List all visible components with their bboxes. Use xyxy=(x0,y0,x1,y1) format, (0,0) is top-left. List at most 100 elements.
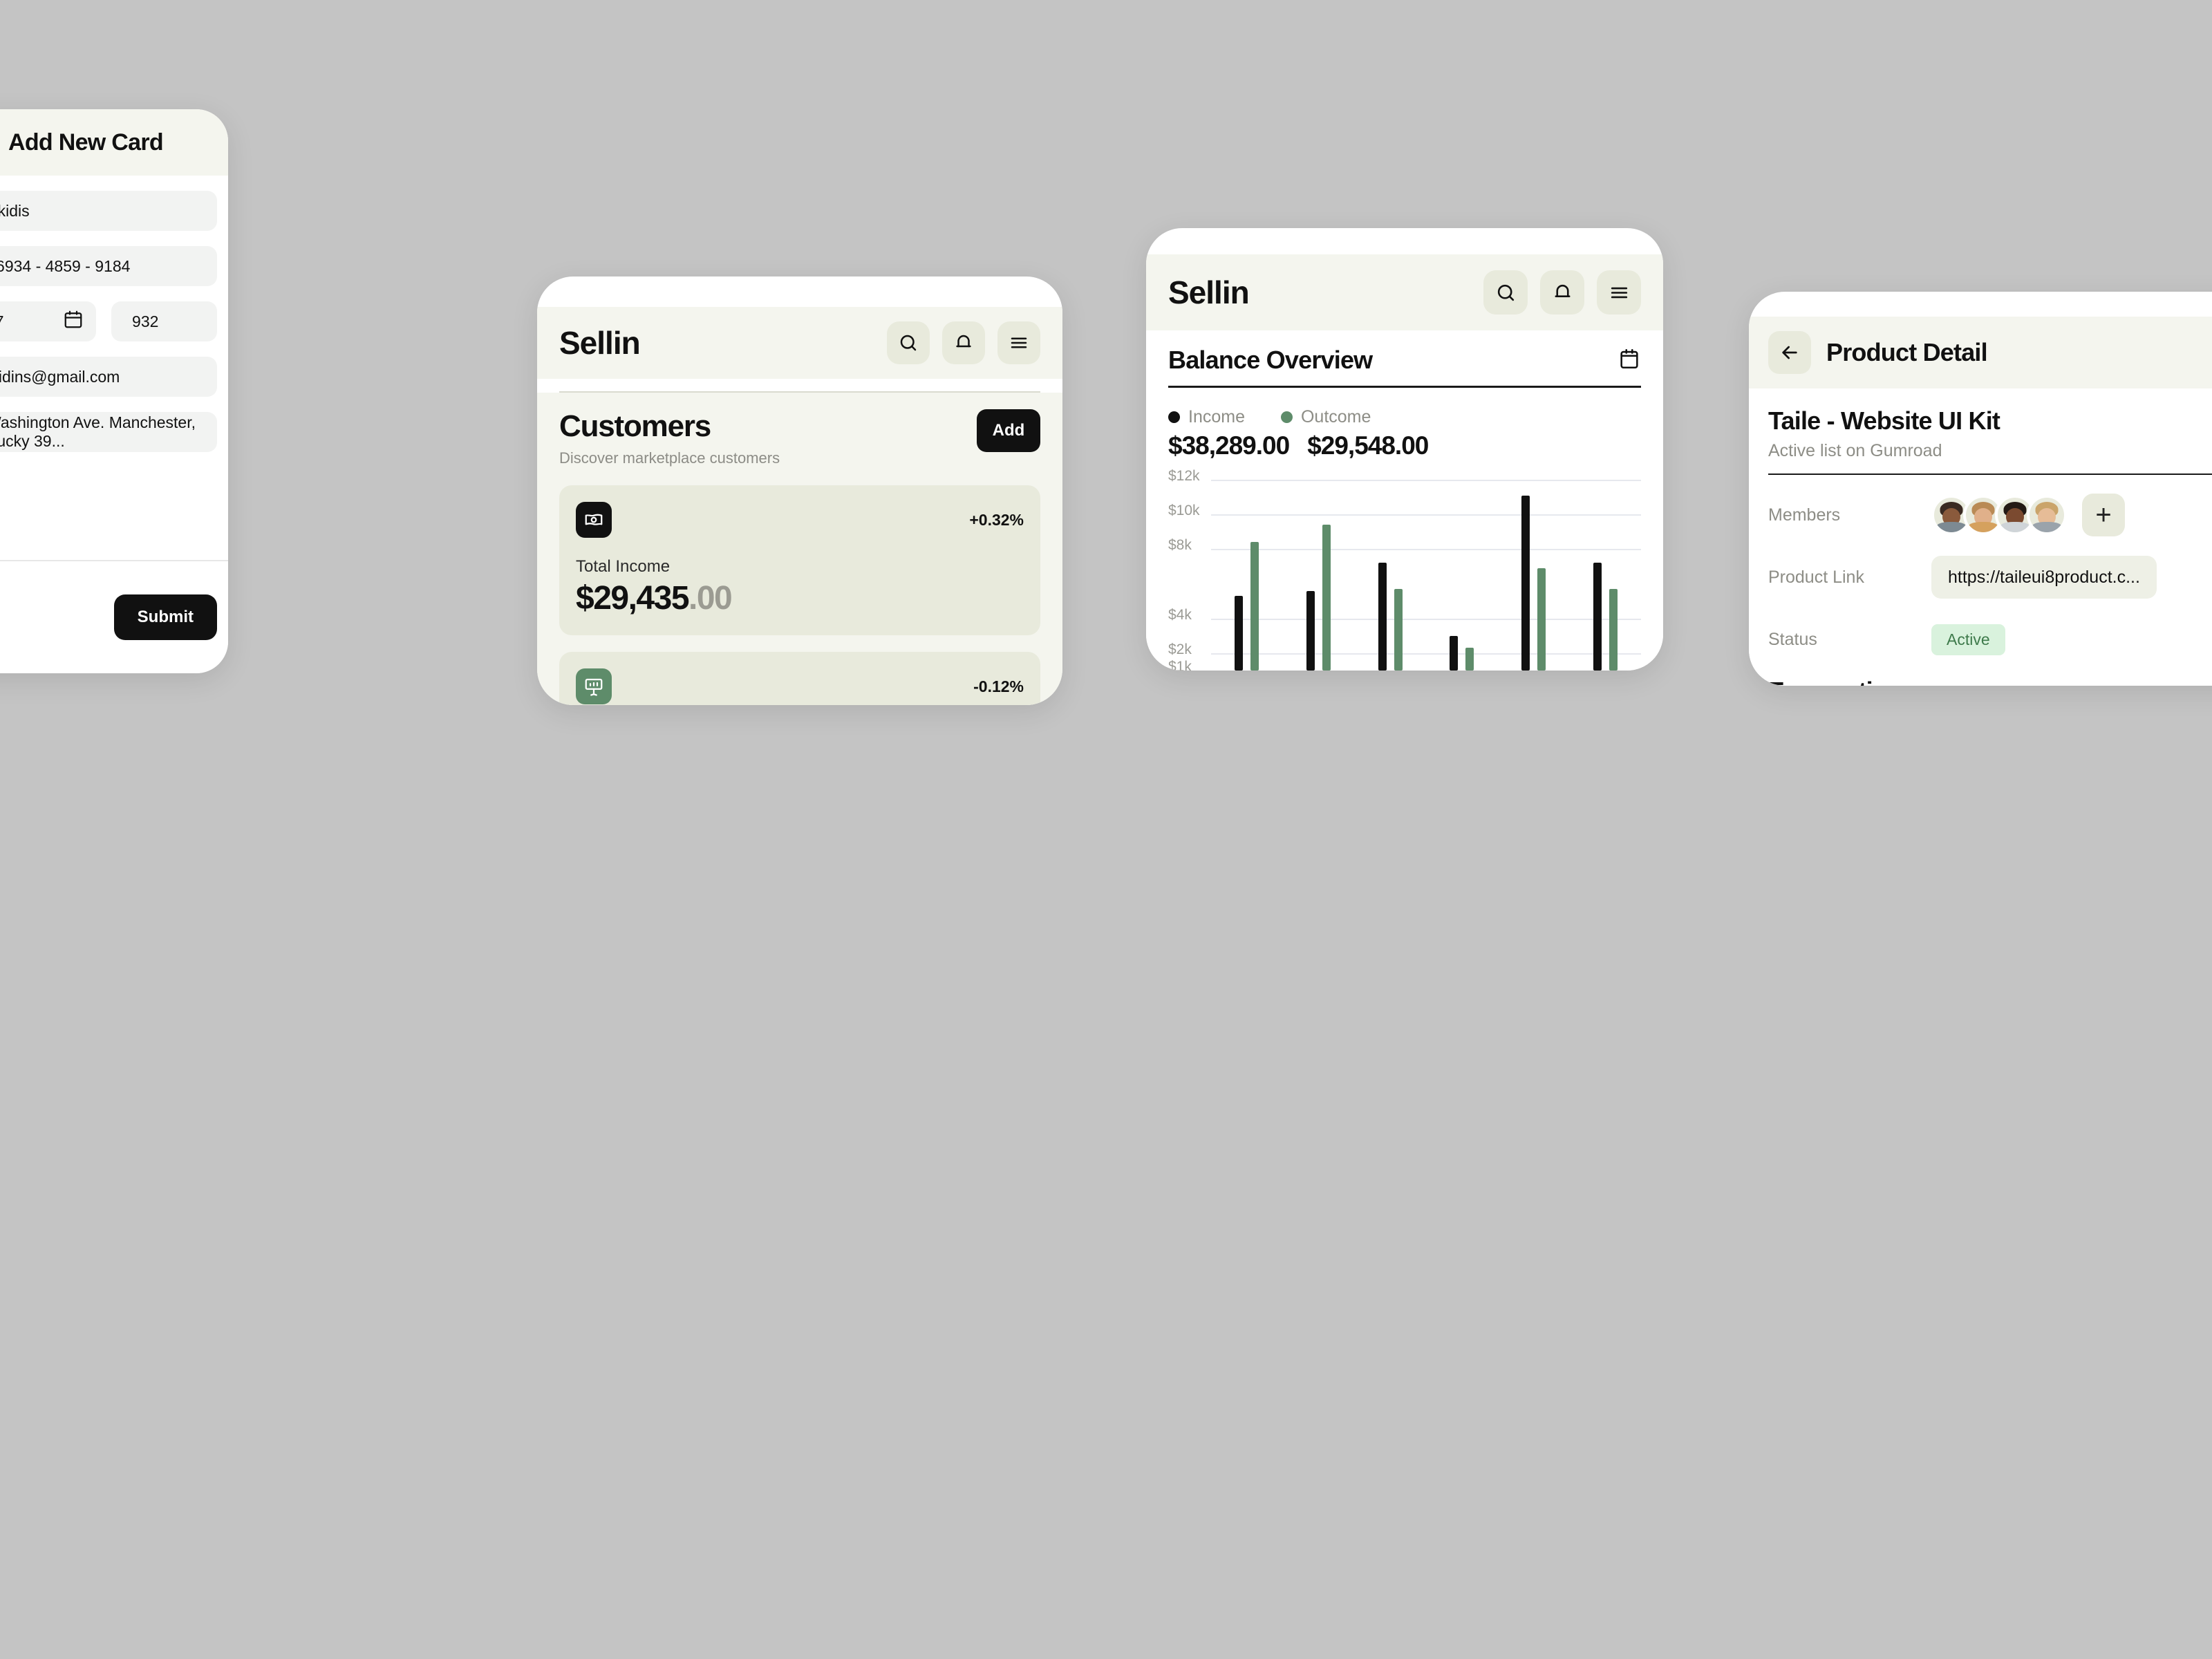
header-divider xyxy=(559,391,1040,393)
change-percent: -0.12% xyxy=(973,677,1024,695)
members-avatar-group[interactable] xyxy=(1931,495,2067,535)
balance-header: Sellin xyxy=(1146,254,1663,330)
bar[interactable] xyxy=(1593,563,1602,671)
kpi-value: $29,435.00 xyxy=(576,579,1024,617)
cardholder-name-field[interactable]: n Dokidis xyxy=(0,191,217,231)
add-card-form: n Dokidis 49 - 6934 - 4859 - 9184 /2027 … xyxy=(0,176,228,560)
card-number-field[interactable]: 49 - 6934 - 4859 - 9184 xyxy=(0,246,217,286)
status-badge: Active xyxy=(1931,624,2005,655)
presentation-chart-icon xyxy=(576,668,612,704)
expiry-date-field[interactable]: /2027 xyxy=(0,301,97,341)
add-button[interactable]: Add xyxy=(977,409,1040,452)
legend-dot xyxy=(1168,411,1180,423)
search-icon[interactable] xyxy=(1483,270,1528,315)
bar-groups xyxy=(1211,480,1641,671)
page-title: Customers xyxy=(559,409,711,443)
header-actions xyxy=(887,321,1040,364)
product-link-row: Product Link https://taileui8product.c..… xyxy=(1768,555,2212,599)
balance-overview-phone: Sellin Balance Overview Income Outcome xyxy=(1146,228,1663,671)
balance-values: $38,289.00 $29,548.00 xyxy=(1168,431,1641,460)
customers-header: Sellin xyxy=(537,307,1062,379)
legend-item-outcome: Outcome xyxy=(1280,407,1371,427)
bar[interactable] xyxy=(1609,589,1618,671)
page-subtitle: Discover marketplace customers xyxy=(559,449,780,467)
bar[interactable] xyxy=(1250,542,1259,671)
product-name: Taile - Website UI Kit xyxy=(1768,406,2000,435)
balance-section-head: Balance Overview xyxy=(1168,346,1641,375)
gridline: $10k xyxy=(1168,503,1641,518)
bar[interactable] xyxy=(1235,596,1244,671)
add-card-footer: ancel Submit xyxy=(0,560,228,673)
product-subtitle: Active list on Gumroad xyxy=(1768,441,1942,460)
expiry-value: /2027 xyxy=(0,312,4,331)
outcome-value: $29,548.00 xyxy=(1307,431,1429,460)
bar-group[interactable] xyxy=(1354,480,1426,671)
bar-group[interactable] xyxy=(1211,480,1283,671)
gridline: $12k xyxy=(1168,468,1641,484)
balance-body: Balance Overview Income Outcome $38,289.… xyxy=(1146,330,1663,671)
calendar-icon[interactable] xyxy=(63,309,84,334)
arrow-left-icon[interactable] xyxy=(1768,331,1811,374)
y-tick-label: $1k xyxy=(1168,659,1192,671)
change-percent: +0.32% xyxy=(969,510,1024,529)
bar-group[interactable] xyxy=(1426,480,1498,671)
app-brand: Sellin xyxy=(559,325,641,361)
kpi-int: $29,435 xyxy=(576,580,690,617)
email-field[interactable]: ndokidins@gmail.com xyxy=(0,357,217,397)
status-label: Status xyxy=(1768,629,1817,649)
legend-item-income: Income xyxy=(1168,407,1245,427)
balance-bar-chart: $12k $10k $8k $4k $2k $1k xyxy=(1168,468,1641,671)
bell-icon[interactable] xyxy=(942,321,985,364)
kpi-label: Total Income xyxy=(576,557,671,576)
bar[interactable] xyxy=(1306,590,1315,671)
page-title: Add New Card xyxy=(8,129,164,156)
product-link-label: Product Link xyxy=(1768,567,1864,587)
menu-icon[interactable] xyxy=(1597,270,1641,315)
add-card-header: Add New Card xyxy=(0,109,228,176)
menu-icon[interactable] xyxy=(997,321,1040,364)
list-item[interactable]: -0.12% Total Outcome $24,123.00 xyxy=(559,652,1040,705)
bar[interactable] xyxy=(1450,635,1459,671)
bell-icon[interactable] xyxy=(1540,270,1584,315)
bar-group[interactable] xyxy=(1498,480,1570,671)
product-header: Product Detail xyxy=(1749,317,2212,388)
header-actions xyxy=(1483,270,1641,315)
bar-group[interactable] xyxy=(1283,480,1355,671)
bar[interactable] xyxy=(1378,563,1387,671)
plus-icon[interactable]: + xyxy=(2082,494,2125,536)
submit-button[interactable]: Submit xyxy=(113,594,217,640)
product-detail-phone: Product Detail Taile - Website UI Kit Ac… xyxy=(1749,292,2212,686)
bar[interactable] xyxy=(1537,568,1546,671)
y-tick-label: $2k xyxy=(1168,641,1192,657)
product-link-value[interactable]: https://taileui8product.c... xyxy=(1931,556,2157,599)
members-label: Members xyxy=(1768,505,1841,525)
calendar-icon[interactable] xyxy=(1618,347,1641,374)
section-rule xyxy=(1768,474,2212,475)
address-field[interactable]: 17 Washington Ave. Manchester, Kentucky … xyxy=(0,412,217,452)
app-brand: Sellin xyxy=(1168,274,1250,310)
cvv-field[interactable]: 932 xyxy=(111,301,217,341)
y-tick-label: $4k xyxy=(1168,606,1192,623)
gridline: $2k xyxy=(1168,641,1641,657)
section-title: Balance Overview xyxy=(1168,346,1373,374)
section-rule xyxy=(1168,386,1641,388)
search-icon[interactable] xyxy=(887,321,930,364)
y-tick-label: $10k xyxy=(1168,503,1200,519)
legend-label: Income xyxy=(1188,407,1245,427)
legend-dot xyxy=(1280,411,1293,423)
income-value: $38,289.00 xyxy=(1168,431,1290,460)
customers-title-section: Customers Discover marketplace customers… xyxy=(537,393,1062,485)
bar[interactable] xyxy=(1322,525,1331,671)
bar[interactable] xyxy=(1521,495,1530,671)
bar[interactable] xyxy=(1465,648,1474,671)
product-body: Taile - Website UI Kit Active list on Gu… xyxy=(1749,388,2212,686)
balance-legend: Income Outcome xyxy=(1168,407,1641,427)
members-row: Members + xyxy=(1768,493,2212,537)
avatar[interactable] xyxy=(2027,495,2067,535)
avatar[interactable] xyxy=(1931,495,1971,535)
kpi-card-list: +0.32% Total Income $29,435.00 -0.12% To… xyxy=(537,485,1062,705)
list-item[interactable]: +0.32% Total Income $29,435.00 xyxy=(559,485,1040,635)
bar-group[interactable] xyxy=(1569,480,1641,671)
customers-phone: Sellin Customers Discover marketplace cu… xyxy=(537,276,1062,705)
bar[interactable] xyxy=(1394,589,1403,671)
